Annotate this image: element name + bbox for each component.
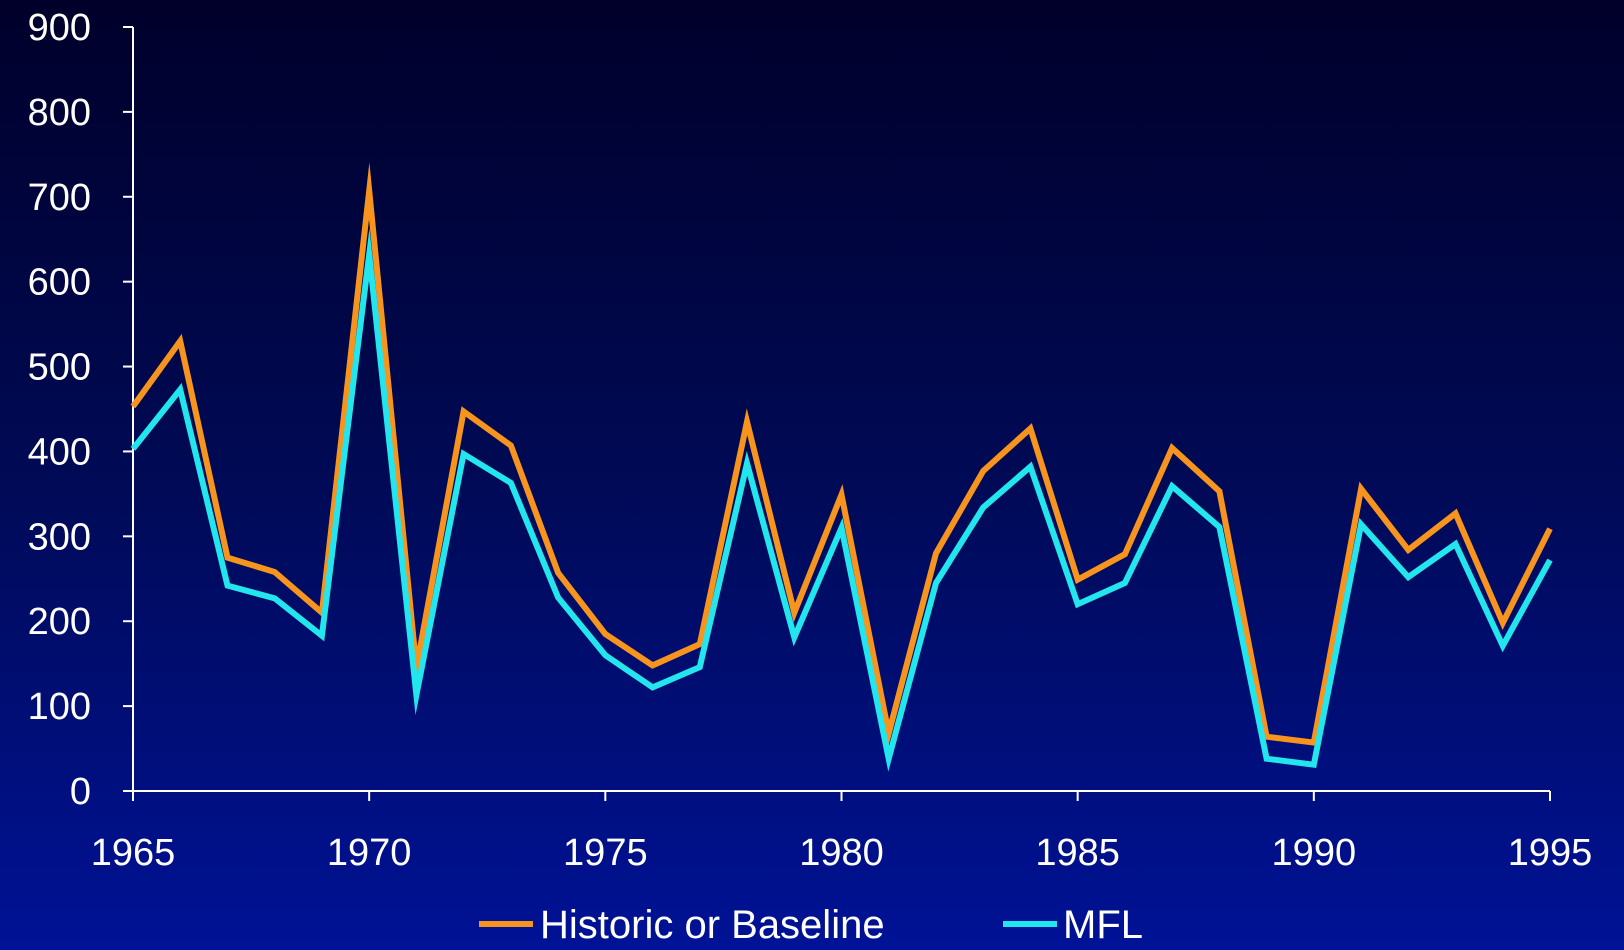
x-tick-label: 1985 <box>1035 832 1120 874</box>
x-tick-label: 1990 <box>1272 832 1357 874</box>
series-line-historic-or-baseline <box>130 162 1553 747</box>
series-line-mfl <box>130 228 1553 772</box>
y-tick-label: 400 <box>28 431 91 473</box>
x-tick-label: 1980 <box>799 832 884 874</box>
legend-item: Historic or Baseline <box>479 903 885 947</box>
x-tick-label: 1965 <box>91 832 176 874</box>
y-tick-label: 0 <box>70 771 91 813</box>
y-tick-label: 700 <box>28 177 91 219</box>
y-tick-label: 300 <box>28 516 91 558</box>
y-axis-ticks: 0 100 200 300 400 500 600 700 800 900 <box>28 7 133 813</box>
legend-label: Historic or Baseline <box>540 903 885 947</box>
x-tick-label: 1975 <box>563 832 648 874</box>
y-tick-label: 500 <box>28 347 91 389</box>
series-lines <box>130 162 1553 772</box>
legend-label: MFL <box>1063 903 1143 947</box>
legend-item: MFL <box>1003 903 1143 947</box>
y-tick-label: 800 <box>28 92 91 134</box>
x-axis-ticks: 1965 1970 1975 1980 1985 1990 1995 <box>91 791 1593 874</box>
y-tick-label: 100 <box>28 686 91 728</box>
x-tick-label: 1995 <box>1508 832 1593 874</box>
x-tick-label: 1970 <box>327 832 412 874</box>
y-tick-label: 900 <box>28 7 91 49</box>
y-tick-label: 600 <box>28 262 91 304</box>
y-tick-label: 200 <box>28 601 91 643</box>
legend: Historic or Baseline MFL <box>479 903 1143 947</box>
